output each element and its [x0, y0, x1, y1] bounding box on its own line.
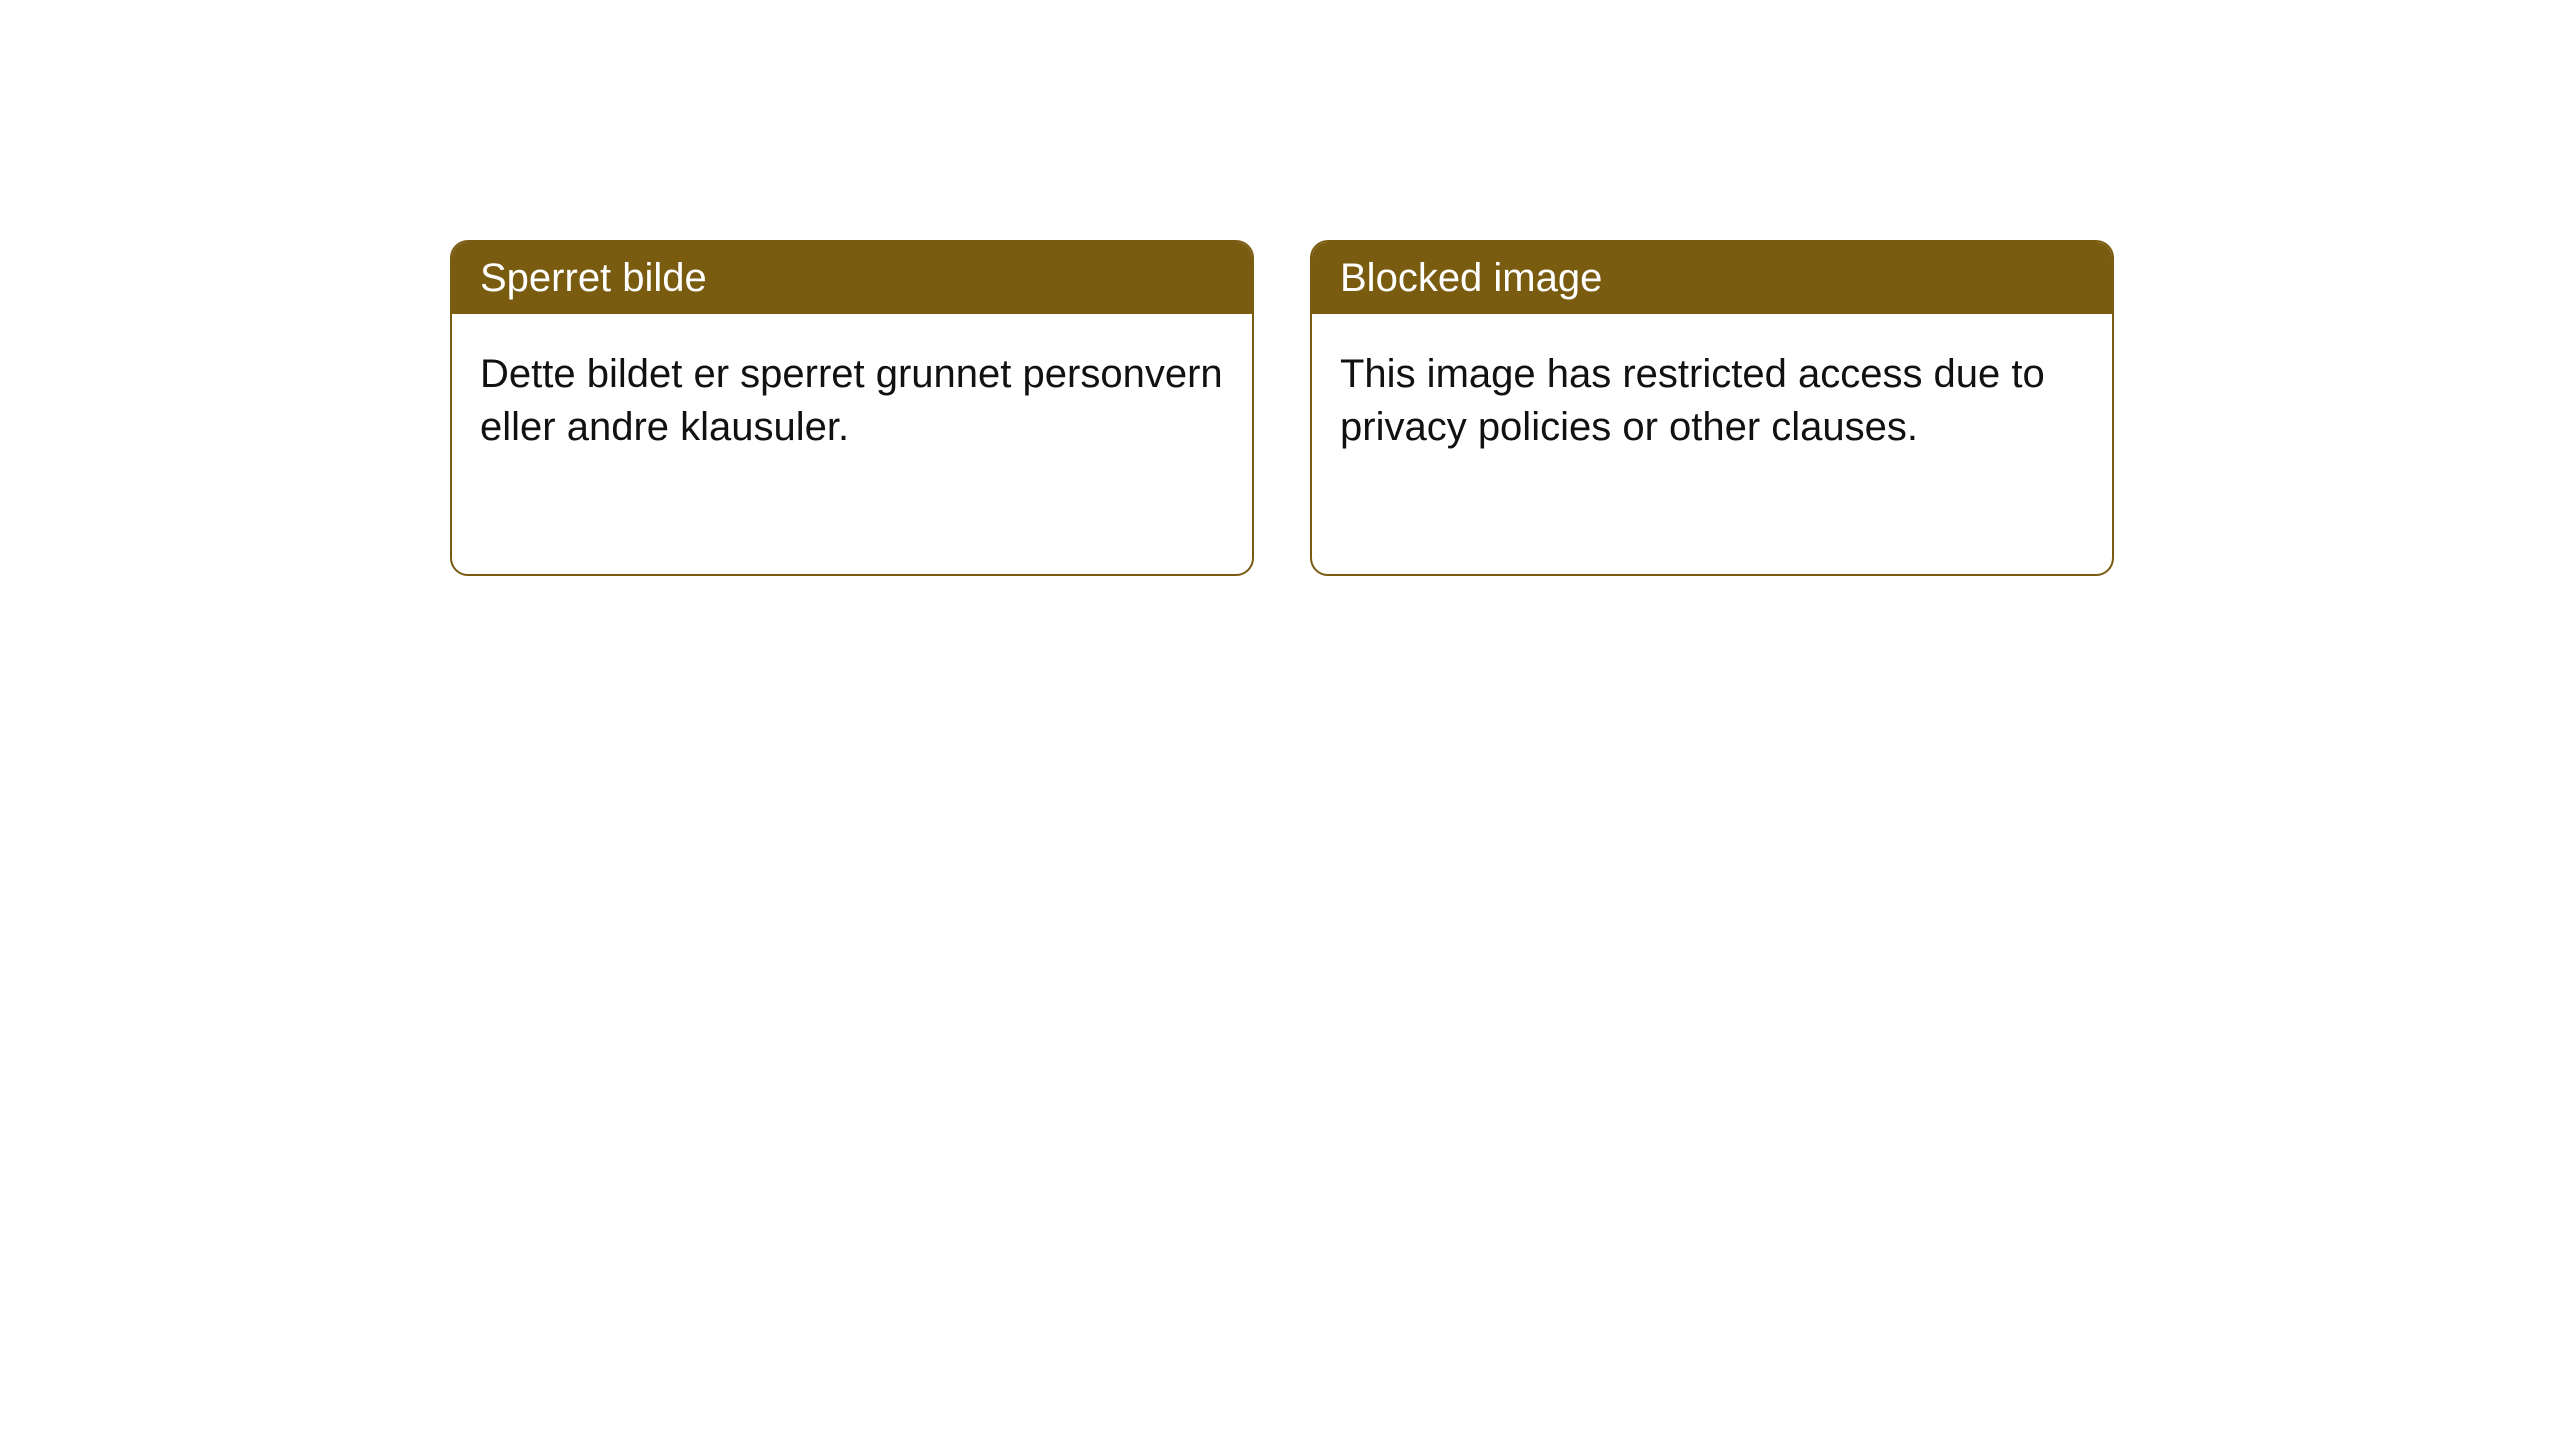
notice-header-norwegian: Sperret bilde [452, 242, 1252, 314]
notice-card-norwegian: Sperret bilde Dette bildet er sperret gr… [450, 240, 1254, 576]
notice-body-english: This image has restricted access due to … [1312, 314, 2112, 488]
notice-body-norwegian: Dette bildet er sperret grunnet personve… [452, 314, 1252, 488]
notice-card-english: Blocked image This image has restricted … [1310, 240, 2114, 576]
notice-container: Sperret bilde Dette bildet er sperret gr… [0, 0, 2560, 576]
notice-header-english: Blocked image [1312, 242, 2112, 314]
